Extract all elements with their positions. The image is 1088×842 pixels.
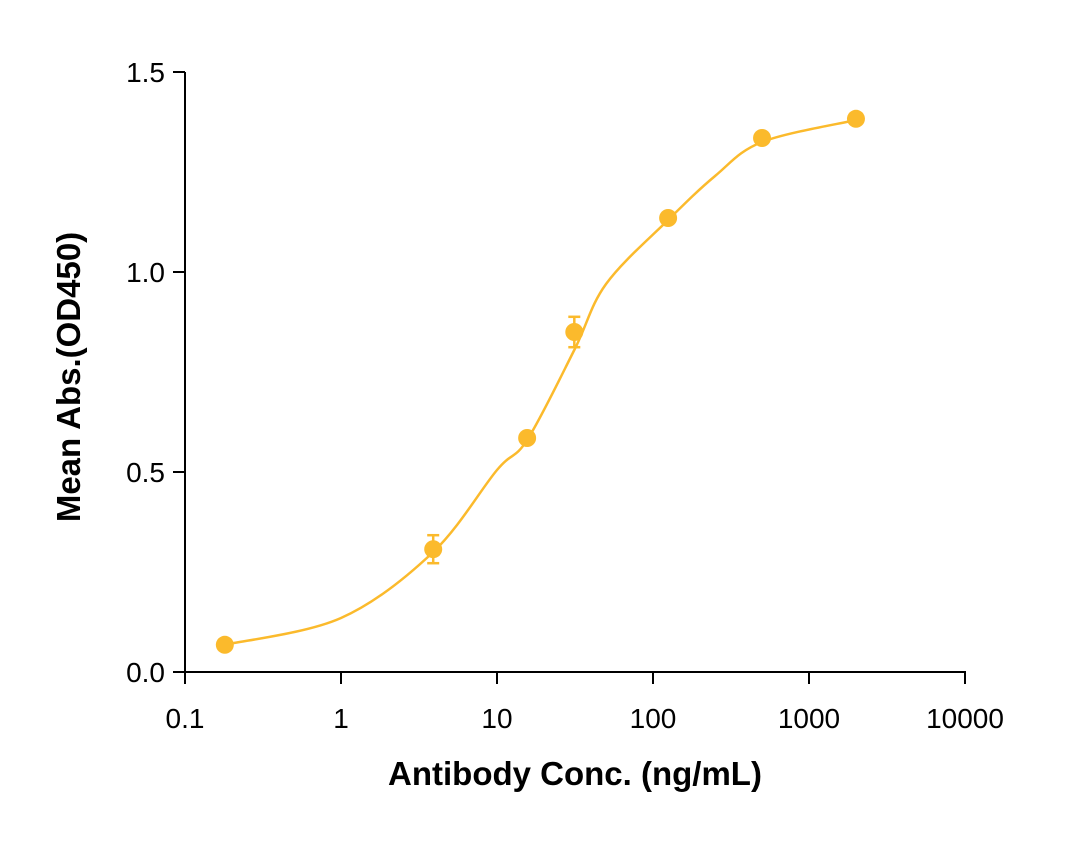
x-tick-label: 1 <box>333 703 349 734</box>
y-tick-label: 1.0 <box>126 257 165 288</box>
y-tick-label: 0.0 <box>126 657 165 688</box>
data-point <box>518 429 537 447</box>
fit-curve <box>224 118 857 647</box>
data-point <box>424 540 443 559</box>
data-point <box>659 209 678 227</box>
data-point <box>215 635 234 654</box>
data-point <box>846 109 865 128</box>
x-tick-label: 100 <box>630 703 677 734</box>
x-tick-label: 10 <box>481 703 512 734</box>
y-tick-label: 0.5 <box>126 457 165 488</box>
data-point <box>565 323 584 341</box>
x-tick-label: 10000 <box>926 703 1004 734</box>
y-axis-label: Mean Abs.(OD450) <box>50 232 87 522</box>
x-tick-label: 1000 <box>778 703 840 734</box>
x-axis-label: Antibody Conc. (ng/mL) <box>388 755 762 792</box>
data-point <box>753 129 772 147</box>
y-tick-label: 1.5 <box>126 57 165 88</box>
x-tick-label: 0.1 <box>166 703 205 734</box>
